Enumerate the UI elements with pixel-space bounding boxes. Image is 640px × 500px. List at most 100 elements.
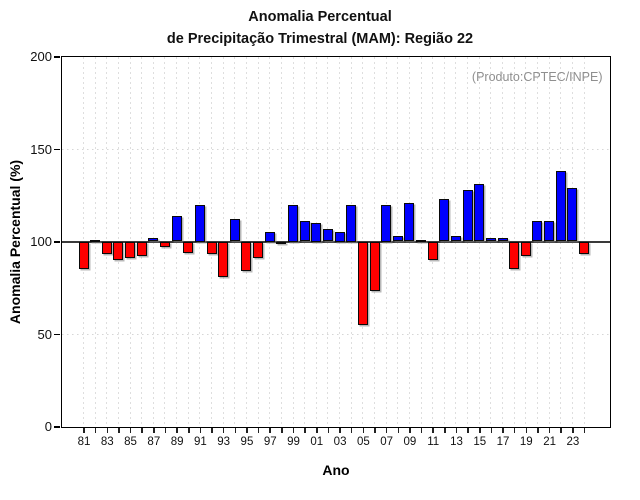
x-axis-tick — [246, 428, 248, 433]
y-axis-tick — [54, 148, 60, 151]
x-axis-tick — [548, 428, 551, 433]
x-axis-tick-label: 91 — [193, 436, 207, 448]
bar-year-21 — [544, 221, 555, 242]
x-axis-tick — [420, 428, 423, 433]
x-axis-tick — [479, 428, 481, 433]
bar-year-88 — [159, 241, 170, 248]
y-axis-tick-label: 100 — [30, 234, 52, 249]
bar-year-24 — [579, 241, 590, 255]
bar-year-83 — [101, 241, 112, 255]
x-axis-tick — [583, 428, 586, 433]
x-axis-tick-label: 85 — [124, 436, 137, 448]
x-axis-tick-label: 01 — [310, 436, 324, 448]
bar-year-07 — [381, 204, 392, 242]
bar-year-85 — [125, 241, 136, 259]
bar-year-23 — [567, 187, 578, 242]
bar-year-01 — [311, 223, 322, 242]
horizontal-gridline — [61, 148, 610, 150]
x-axis-tick-label: 03 — [333, 436, 347, 448]
bar-year-84 — [113, 241, 124, 260]
x-axis-tick — [572, 428, 574, 433]
x-axis-tick-label: 83 — [100, 436, 114, 448]
bar-year-05 — [357, 241, 368, 325]
x-axis-tick — [94, 428, 97, 433]
x-axis-tick-label: 93 — [217, 436, 231, 448]
x-axis-tick — [304, 428, 306, 433]
x-axis-tick — [164, 428, 167, 433]
producer-annotation: (Produto:CPTEC/INPE) — [471, 69, 603, 84]
x-axis-tick — [211, 428, 213, 433]
y-axis-tick-label: 150 — [30, 141, 52, 157]
x-axis-tick-label: 21 — [543, 436, 556, 448]
x-axis-tick — [513, 428, 516, 433]
x-axis-tick-label: 95 — [240, 436, 254, 448]
bar-year-11 — [427, 241, 438, 260]
bar-year-94 — [229, 219, 240, 242]
bar-year-10 — [416, 239, 427, 242]
x-axis-tick — [502, 428, 504, 433]
bar-year-15 — [474, 184, 485, 242]
x-axis-tick-label: 87 — [147, 436, 161, 448]
x-axis-tick-label: 81 — [77, 436, 91, 448]
bar-year-20 — [532, 221, 543, 242]
bar-year-12 — [439, 198, 450, 242]
x-axis-tick — [141, 428, 143, 433]
x-axis-tick — [281, 428, 283, 433]
x-axis-tick — [409, 428, 411, 433]
x-axis-tick-label: 07 — [380, 436, 394, 448]
x-axis-tick — [362, 428, 365, 433]
x-axis-tick — [339, 428, 341, 433]
x-axis-tick — [222, 428, 225, 433]
bar-year-91 — [194, 204, 205, 242]
x-axis-tick — [106, 428, 109, 433]
x-axis-tick — [292, 428, 295, 433]
bar-year-04 — [346, 204, 357, 242]
bar-year-89 — [171, 215, 182, 242]
bar-year-13 — [450, 235, 461, 242]
x-axis-tick — [327, 428, 330, 433]
y-axis-tick — [54, 333, 60, 336]
bar-year-09 — [404, 202, 415, 242]
x-axis-tick-label: 15 — [473, 436, 487, 448]
x-axis-tick — [199, 428, 202, 433]
chart-title-line2: de Precipitação Trimestral (MAM): Região… — [166, 31, 474, 47]
bar-year-99 — [288, 204, 299, 242]
bar-year-08 — [392, 235, 403, 242]
bar-year-17 — [497, 237, 508, 242]
x-axis-tick — [467, 428, 469, 433]
x-axis-tick-label: 23 — [566, 436, 580, 448]
bar-year-96 — [253, 241, 264, 259]
bar-year-00 — [299, 221, 310, 242]
x-axis-tick — [374, 428, 376, 433]
bar-year-97 — [264, 232, 275, 242]
x-axis-tick — [188, 428, 190, 433]
x-axis-tick-label: 17 — [496, 436, 510, 448]
x-axis-tick — [455, 428, 458, 433]
bar-year-93 — [218, 241, 229, 277]
x-axis-tick — [118, 428, 120, 433]
x-axis-tick — [257, 428, 260, 433]
bar-year-82 — [90, 239, 101, 242]
bar-year-03 — [334, 232, 345, 242]
bar-year-22 — [555, 171, 566, 242]
x-axis-tick-label: 89 — [170, 436, 184, 448]
x-axis-tick-label: 11 — [427, 436, 440, 448]
x-axis-tick — [176, 428, 178, 433]
bar-year-98 — [276, 241, 287, 244]
bar-year-92 — [206, 241, 217, 255]
y-axis-tick-label: 50 — [37, 326, 52, 342]
y-axis-title: Anomalia Percentual (%) — [7, 159, 23, 325]
x-axis-tick-label: 05 — [356, 436, 370, 448]
bar-year-14 — [462, 189, 473, 242]
bar-year-81 — [78, 241, 89, 270]
baseline-100-line — [61, 240, 610, 243]
plot-area: (Produto:CPTEC/INPE) — [60, 55, 611, 428]
bar-year-06 — [369, 241, 380, 292]
x-axis-tick — [234, 428, 237, 433]
x-axis-tick — [385, 428, 388, 433]
y-axis-tick-label: 0 — [44, 419, 52, 434]
bar-year-87 — [148, 237, 159, 242]
bar-year-19 — [520, 241, 531, 257]
x-axis-tick — [316, 428, 318, 433]
